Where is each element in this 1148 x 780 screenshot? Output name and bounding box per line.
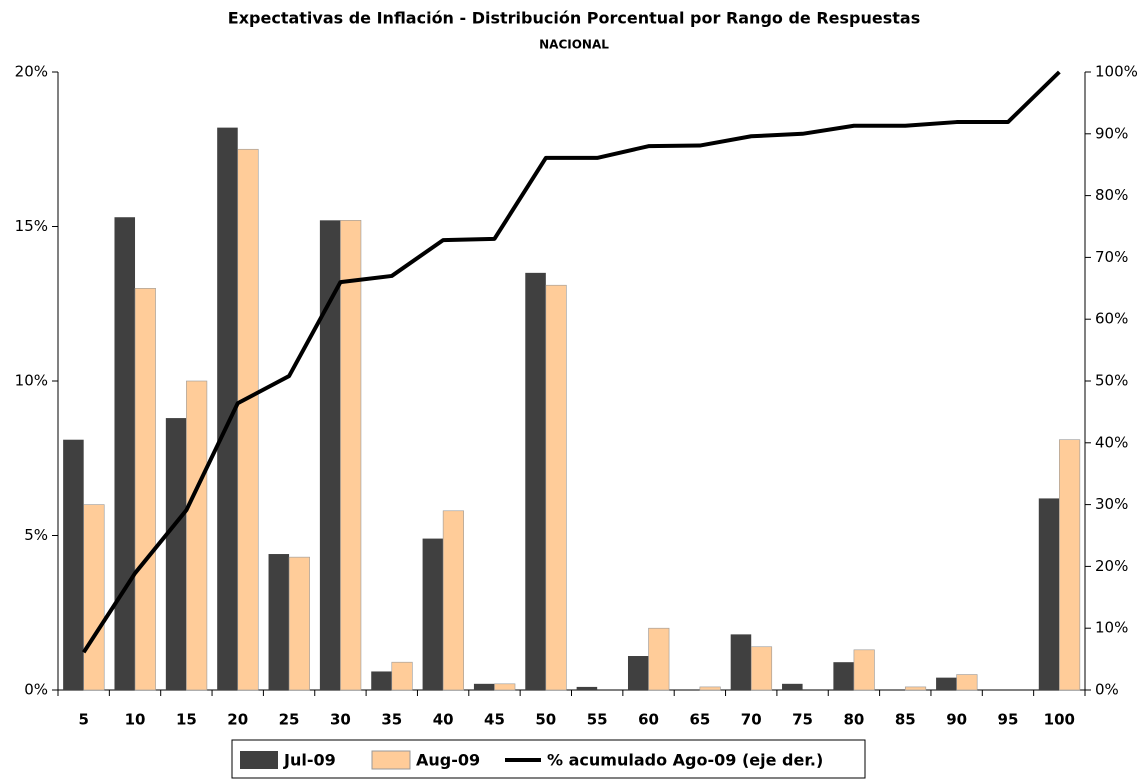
legend-label: % acumulado Ago-09 (eje der.) [547,751,823,770]
x-tick-label: 75 [792,711,813,729]
bar [114,217,136,691]
legend-swatch [371,750,411,770]
y2-tick-label: 40% [1095,433,1128,451]
bar [1038,498,1060,690]
y2-tick-label: 90% [1095,124,1128,142]
y2-tick-label: 0% [1095,681,1119,699]
x-tick-label: 80 [843,711,864,729]
bar [936,677,957,690]
x-tick-label: 45 [484,711,505,729]
bar [525,272,546,690]
bar [63,439,84,690]
bar [83,504,105,691]
x-tick-label: 100 [1044,711,1075,729]
x-tick-label: 20 [227,711,248,729]
x-tick-label: 60 [638,711,659,729]
y-tick-label: 5% [24,526,48,544]
bar [268,554,290,690]
x-tick-label: 30 [330,711,351,729]
bar [1059,439,1081,691]
x-tick-label: 70 [741,711,762,729]
bar [473,683,495,690]
x-tick-label: 50 [535,711,556,729]
x-tick-label: 40 [433,711,454,729]
bar [217,127,238,691]
x-tick-label: 90 [946,711,967,729]
chart-title: Expectativas de Inflación - Distribución… [228,9,920,28]
bar [391,661,413,691]
x-tick-label: 55 [587,711,608,729]
x-tick-label: 15 [176,711,197,729]
y2-tick-label: 20% [1095,557,1128,575]
x-tick-label: 65 [689,711,710,729]
bar [853,649,875,691]
chart-subtitle: NACIONAL [539,38,609,52]
bar [422,538,444,690]
x-tick-label: 25 [279,711,300,729]
bar [237,148,259,691]
legend-label: Jul-09 [283,751,336,770]
x-tick-label: 95 [998,711,1019,729]
bar [186,380,208,691]
y2-tick-label: 30% [1095,495,1128,513]
bar [340,220,362,691]
bar [750,646,773,691]
bar [371,671,392,690]
y-tick-label: 20% [15,63,48,81]
y-tick-label: 0% [24,681,48,699]
bar [627,656,649,690]
y-tick-label: 10% [15,372,48,390]
bar [288,556,310,691]
bar [545,284,567,691]
bar [648,627,670,691]
bar [165,418,187,690]
legend-box [231,739,866,779]
y2-tick-label: 100% [1095,63,1138,81]
x-tick-label: 5 [78,711,88,729]
legend-label: Aug-09 [416,751,480,770]
bar [730,634,752,690]
x-tick-label: 85 [895,711,916,729]
bar [699,686,721,691]
y2-tick-label: 10% [1095,619,1128,637]
x-tick-label: 10 [125,711,146,729]
y2-tick-label: 50% [1095,372,1128,390]
y2-tick-label: 70% [1095,248,1128,266]
bar [956,674,978,691]
y2-tick-label: 80% [1095,186,1128,204]
bar [494,683,516,691]
x-tick-label: 35 [381,711,402,729]
bar [319,220,341,690]
bar [904,686,927,691]
bar [576,686,598,690]
bar [782,683,803,690]
bar [833,662,854,690]
cumulative-line [81,70,1061,654]
bar [442,510,464,691]
y-tick-label: 15% [15,217,48,235]
bar [134,287,156,691]
legend-swatch [240,751,278,769]
y2-tick-label: 60% [1095,310,1128,328]
